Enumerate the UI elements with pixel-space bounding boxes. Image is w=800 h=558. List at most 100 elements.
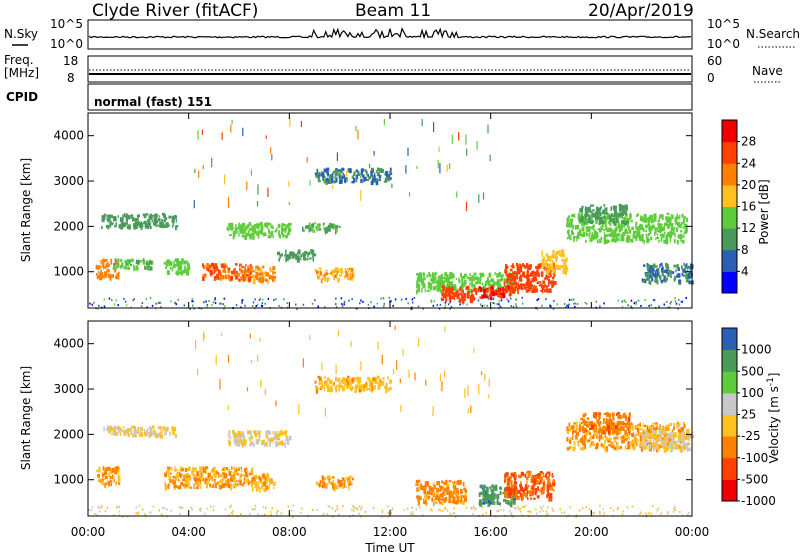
- velocity-cell: [547, 480, 550, 485]
- velocity-cell: [332, 508, 334, 510]
- power-cell: [675, 223, 677, 225]
- velocity-cell: [370, 388, 371, 392]
- velocity-cell: [441, 480, 443, 483]
- power-cell: [351, 278, 354, 281]
- velocity-cell: [186, 473, 189, 476]
- power-cell: [512, 283, 515, 286]
- power-cell: [245, 232, 247, 235]
- power-cell: [625, 301, 627, 303]
- power-cell: [371, 181, 374, 186]
- velocity-cell: [270, 438, 272, 442]
- power-cell: [102, 260, 105, 263]
- velocity-cell: [678, 436, 681, 440]
- velocity-cell: [525, 505, 527, 507]
- velocity-cell: [113, 476, 115, 478]
- power-cell: [344, 303, 346, 305]
- velocity-cell: [573, 447, 575, 449]
- power-cell: [104, 306, 106, 308]
- velocity-cell: [99, 469, 100, 473]
- power-cell: [482, 305, 484, 307]
- power-cell: [370, 301, 372, 303]
- power-cell: [677, 273, 680, 278]
- velocity-cell: [606, 412, 609, 414]
- power-cell: [318, 225, 320, 228]
- power-cell: [107, 263, 110, 267]
- velocity-cell: [509, 493, 512, 495]
- power-cell: [629, 214, 632, 219]
- power-cell: [646, 234, 648, 237]
- velocity-cell: [473, 348, 474, 353]
- power-cell: [416, 290, 418, 295]
- velocity-cell: [395, 326, 396, 330]
- velocity-cell: [228, 355, 229, 363]
- power-cell: [100, 269, 102, 273]
- velocity-cell: [229, 472, 231, 475]
- velocity-cell: [269, 482, 271, 485]
- velocity-cell: [323, 513, 325, 515]
- velocity-cell: [403, 349, 404, 356]
- power-cell: [131, 259, 134, 263]
- velocity-cell: [249, 513, 251, 515]
- power-colorbar-tick-label: 24: [741, 156, 756, 170]
- velocity-cell: [586, 506, 588, 508]
- power-cell: [596, 207, 598, 211]
- velocity-cell: [391, 512, 393, 514]
- velocity-cell: [205, 466, 208, 469]
- power-cell: [582, 216, 584, 218]
- velocity-cell: [335, 510, 337, 512]
- power-cell: [267, 227, 269, 229]
- power-cell: [270, 147, 271, 153]
- power-cell: [211, 158, 212, 168]
- power-cell: [260, 298, 262, 300]
- velocity-cell: [196, 487, 199, 490]
- power-cell: [184, 304, 186, 306]
- velocity-cell: [164, 507, 166, 509]
- power-cell: [543, 257, 545, 262]
- velocity-cell: [684, 447, 686, 451]
- power-cell: [548, 265, 551, 268]
- power-cell: [167, 222, 169, 224]
- power-cell: [133, 265, 135, 267]
- power-cell: [257, 201, 258, 206]
- velocity-cell: [482, 502, 485, 505]
- velocity-cell: [265, 431, 268, 435]
- power-cell: [448, 303, 450, 305]
- power-cell: [407, 148, 408, 156]
- power-cell: [684, 232, 687, 234]
- velocity-cell: [664, 436, 667, 440]
- velocity-cell: [170, 473, 172, 475]
- power-cell: [353, 174, 354, 179]
- power-cell: [624, 300, 626, 302]
- power-cell: [497, 303, 499, 305]
- velocity-cell: [176, 474, 179, 479]
- velocity-cell: [580, 418, 583, 420]
- velocity-cell: [603, 422, 605, 425]
- power-cell: [378, 172, 379, 175]
- power-cell: [150, 297, 152, 299]
- velocity-cell: [674, 506, 676, 508]
- power-cell: [656, 269, 658, 272]
- power-cell: [214, 267, 216, 272]
- power-cell: [467, 277, 470, 280]
- power-cell: [623, 220, 625, 224]
- velocity-cell: [533, 480, 536, 484]
- velocity-cell: [444, 507, 446, 509]
- velocity-cell: [480, 500, 482, 504]
- velocity-cell: [171, 510, 173, 512]
- cpid-text: normal (fast) 151: [94, 95, 212, 109]
- velocity-cell: [272, 507, 274, 509]
- velocity-cell: [159, 509, 161, 511]
- velocity-cell: [192, 468, 195, 472]
- velocity-cell: [637, 439, 639, 441]
- power-cell: [266, 135, 267, 138]
- velocity-cell: [520, 487, 523, 492]
- power-cell: [126, 259, 129, 263]
- power-cell: [682, 273, 684, 277]
- velocity-cell: [609, 437, 611, 440]
- velocity-cell: [595, 446, 598, 449]
- power-cell: [520, 264, 522, 268]
- velocity-cell: [161, 430, 163, 433]
- power-ytick-label: 3000: [53, 174, 84, 188]
- power-cell: [297, 252, 299, 255]
- power-cell: [676, 303, 678, 305]
